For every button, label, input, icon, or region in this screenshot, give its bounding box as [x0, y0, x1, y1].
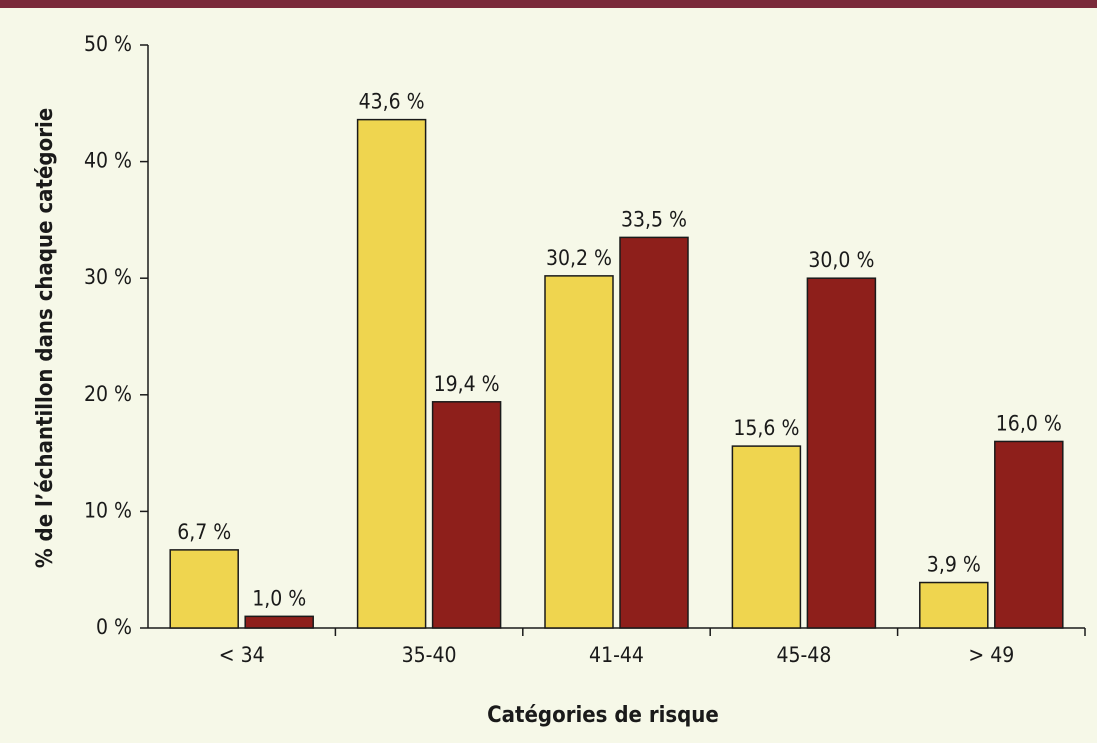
x-tick-label: 45-48	[776, 643, 831, 667]
value-label: 16,0 %	[996, 411, 1062, 435]
value-label: 30,2 %	[546, 246, 612, 270]
bar	[919, 581, 989, 629]
y-tick-label: 10 %	[84, 498, 132, 522]
value-label: 43,6 %	[359, 90, 425, 114]
x-tick-label: < 34	[219, 643, 265, 667]
bar	[356, 118, 427, 629]
bar	[431, 401, 502, 629]
top-border	[0, 0, 1097, 8]
y-tick-label: 0 %	[96, 615, 132, 639]
bar	[994, 440, 1064, 629]
y-tick-label: 20 %	[84, 382, 132, 406]
x-axis-title: Catégories de risque	[487, 703, 719, 728]
value-label: 3,9 %	[927, 553, 981, 577]
value-label: 6,7 %	[177, 520, 231, 544]
value-label: 19,4 %	[434, 372, 500, 396]
y-axis-title: % de l’échantillon dans chaque catégorie	[33, 108, 58, 568]
bar	[806, 277, 877, 629]
y-tick-label: 50 %	[84, 32, 132, 56]
bar	[731, 445, 802, 629]
bar	[544, 275, 614, 629]
value-label: 15,6 %	[733, 416, 799, 440]
x-tick-label: > 49	[968, 643, 1014, 667]
bar	[244, 615, 314, 629]
y-tick-label: 40 %	[84, 149, 132, 173]
x-tick-label: 35-40	[402, 643, 457, 667]
y-tick-label: 30 %	[84, 265, 132, 289]
bar	[619, 236, 689, 629]
bar	[169, 549, 239, 629]
x-tick-label: 41-44	[589, 643, 644, 667]
value-label: 1,0 %	[252, 586, 306, 610]
value-label: 33,5 %	[621, 207, 687, 231]
value-label: 30,0 %	[808, 248, 874, 272]
